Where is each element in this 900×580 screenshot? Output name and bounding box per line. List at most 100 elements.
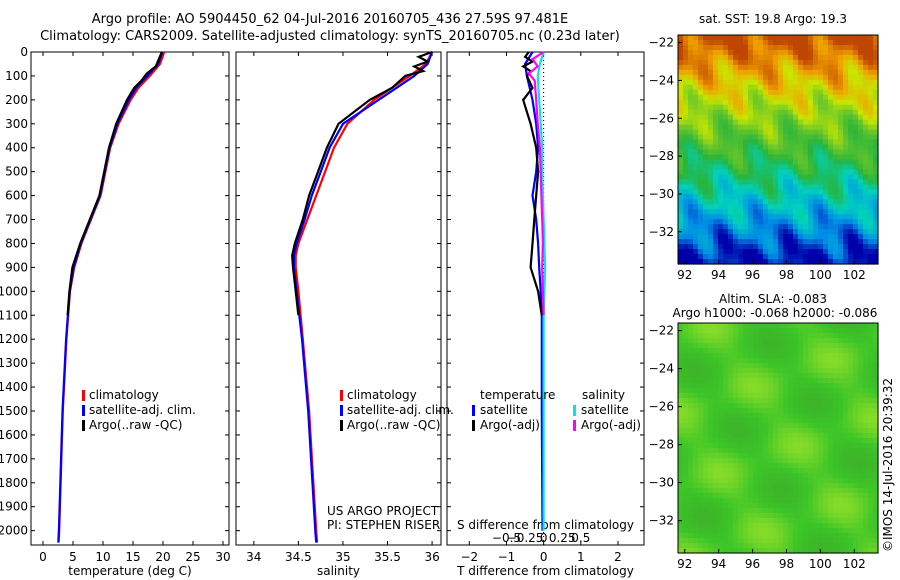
heatmap-cell — [718, 244, 724, 250]
heatmap-cell — [703, 533, 709, 539]
heatmap-cell — [833, 214, 839, 220]
heatmap-cell — [678, 498, 684, 504]
heatmap-cell — [743, 104, 749, 111]
heatmap-cell — [813, 79, 819, 86]
heatmap-cell — [748, 438, 754, 444]
heatmap-cell — [798, 403, 804, 409]
heatmap-cell — [848, 134, 854, 141]
heatmap-cell — [683, 408, 689, 414]
heatmap-cell — [733, 543, 739, 549]
heatmap-cell — [833, 343, 839, 349]
heatmap-cell — [728, 483, 734, 489]
heatmap-cell — [793, 353, 799, 359]
heatmap-cell — [823, 448, 829, 454]
heatmap-cell — [808, 59, 814, 66]
heatmap-cell — [788, 114, 794, 121]
heatmap-cell — [738, 383, 744, 389]
heatmap-cell — [693, 59, 699, 66]
heatmap-cell — [758, 84, 764, 91]
heatmap-cell — [758, 104, 764, 111]
heatmap-cell — [833, 144, 839, 151]
heatmap-cell — [678, 543, 684, 549]
heatmap-cell — [853, 214, 859, 220]
heatmap-cell — [743, 204, 749, 210]
heatmap-cell — [708, 219, 714, 225]
heatmap-cell — [748, 428, 754, 434]
x-tick-label: 96 — [745, 268, 760, 282]
heatmap-cell — [698, 159, 704, 166]
heatmap-cell — [848, 104, 854, 111]
heatmap-cell — [728, 219, 734, 225]
heatmap-cell — [788, 59, 794, 66]
heatmap-cell — [748, 234, 754, 240]
heatmap-cell — [748, 94, 754, 101]
heatmap-cell — [738, 209, 744, 215]
heatmap-cell — [698, 483, 704, 489]
heatmap-cell — [743, 503, 749, 509]
heatmap-cell — [858, 468, 864, 474]
heatmap-cell — [733, 363, 739, 369]
heatmap-cell — [808, 533, 814, 539]
heatmap-cell — [863, 154, 869, 161]
heatmap-cell — [728, 543, 734, 549]
legend-swatch — [573, 405, 576, 416]
heatmap-cell — [728, 169, 734, 175]
heatmap-cell — [838, 35, 844, 41]
heatmap-cell — [778, 503, 784, 509]
heatmap-cell — [833, 353, 839, 359]
heatmap-cell — [823, 84, 829, 91]
heatmap-cell — [853, 64, 859, 71]
heatmap-cell — [853, 463, 859, 469]
heatmap-cell — [873, 124, 879, 131]
heatmap-cell — [778, 423, 784, 429]
heatmap-cell — [818, 239, 824, 245]
heatmap-cell — [843, 109, 849, 116]
heatmap-cell — [838, 204, 844, 210]
heatmap-cell — [768, 159, 774, 166]
heatmap-cell — [848, 84, 854, 91]
heatmap-cell — [838, 194, 844, 200]
heatmap-cell — [823, 468, 829, 474]
heatmap-cell — [743, 538, 749, 544]
heatmap-cell — [853, 224, 859, 230]
heatmap-cell — [758, 79, 764, 86]
y-tick-label: 1500 — [0, 404, 28, 418]
heatmap-cell — [803, 154, 809, 161]
heatmap-cell — [703, 239, 709, 245]
heatmap-cell — [833, 418, 839, 424]
heatmap-cell — [858, 209, 864, 215]
heatmap-cell — [808, 119, 814, 126]
heatmap-cell — [683, 538, 689, 544]
heatmap-cell — [818, 129, 824, 136]
heatmap-cell — [843, 239, 849, 245]
heatmap-cell — [723, 523, 729, 529]
heatmap-cell — [718, 353, 724, 359]
heatmap-cell — [723, 214, 729, 220]
heatmap-cell — [688, 428, 694, 434]
heatmap-cell — [683, 333, 689, 339]
heatmap-cell — [708, 54, 714, 61]
legend-heading-temperature: temperature — [480, 388, 555, 402]
heatmap-cell — [838, 393, 844, 399]
heatmap-cell — [783, 174, 789, 180]
heatmap-cell — [808, 224, 814, 230]
heatmap-cell — [708, 338, 714, 344]
heatmap-cell — [828, 149, 834, 156]
heatmap-cell — [793, 54, 799, 61]
heatmap-cell — [843, 503, 849, 509]
heatmap-cell — [753, 54, 759, 61]
heatmap-cell — [733, 518, 739, 524]
heatmap-cell — [733, 358, 739, 364]
heatmap-cell — [683, 59, 689, 66]
heatmap-cell — [723, 423, 729, 429]
heatmap-cell — [863, 139, 869, 146]
heatmap-cell — [678, 244, 684, 250]
heatmap-cell — [853, 149, 859, 156]
heatmap-cell — [863, 89, 869, 96]
heatmap-cell — [853, 428, 859, 434]
heatmap-cell — [743, 438, 749, 444]
heatmap-cell — [863, 84, 869, 91]
heatmap-cell — [738, 548, 744, 554]
heatmap-cell — [853, 154, 859, 161]
heatmap-cell — [843, 54, 849, 61]
